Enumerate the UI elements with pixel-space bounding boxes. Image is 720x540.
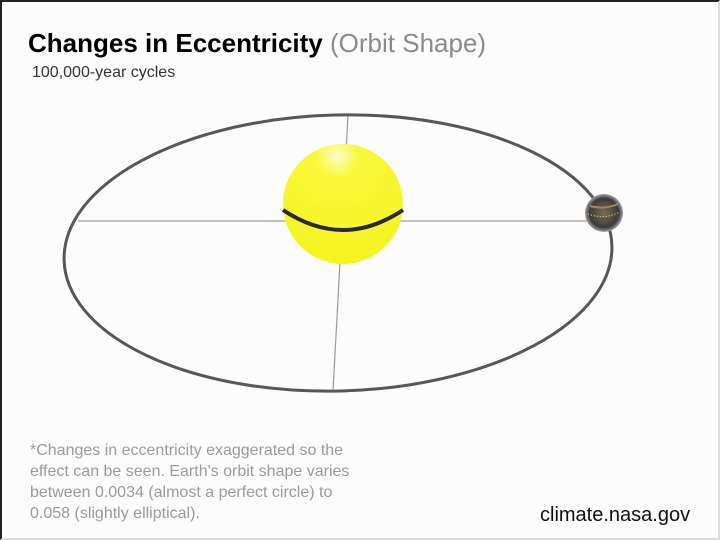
title-secondary: (Orbit Shape)	[330, 28, 487, 58]
page-title: Changes in Eccentricity (Orbit Shape)	[28, 28, 486, 59]
credit-text: climate.nasa.gov	[540, 504, 691, 526]
subtitle: 100,000-year cycles	[32, 64, 176, 81]
title-main: Changes in Eccentricity	[28, 28, 323, 58]
earth	[585, 194, 623, 232]
orbit-ellipse	[62, 113, 614, 393]
footnote: *Changes in eccentricity exaggerated so …	[30, 442, 350, 522]
sun	[281, 144, 405, 264]
